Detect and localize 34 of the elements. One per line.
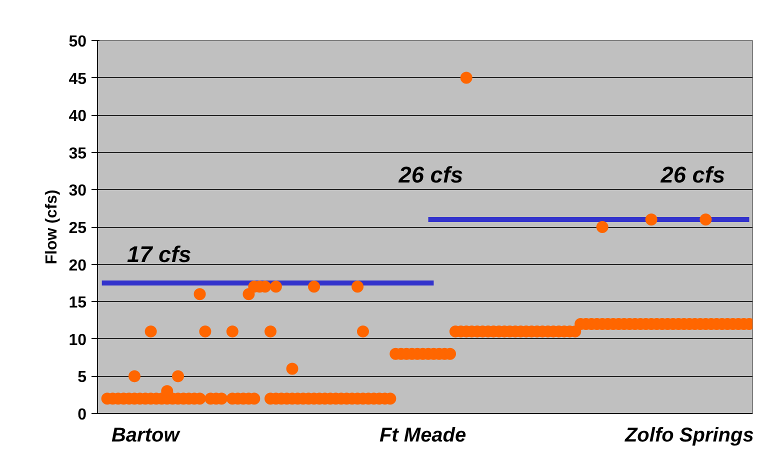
y-tick-label: 20 [68, 257, 87, 274]
point [264, 325, 276, 338]
point [199, 325, 212, 338]
y-tick-label: 15 [68, 294, 87, 312]
point [460, 72, 472, 84]
y-tick-label: 40 [68, 108, 87, 126]
point [352, 280, 364, 293]
annotation: 26 cfs [660, 162, 726, 188]
point [356, 325, 369, 338]
x-tick-label: Zolfo Springs [624, 424, 754, 446]
y-tick-label: 50 [68, 34, 87, 50]
point [700, 214, 712, 226]
y-tick-label: 10 [68, 332, 87, 349]
x-tick-label: Bartow [111, 424, 181, 446]
y-axis-title: Flow (cfs) [44, 190, 61, 264]
y-tick-label: 30 [68, 182, 87, 200]
point [270, 280, 282, 293]
x-tick-label: Ft Meade [379, 424, 466, 446]
y-tick-label: 5 [78, 369, 87, 386]
annotation: 17 cfs [126, 240, 192, 267]
point [645, 214, 658, 226]
point [172, 370, 184, 382]
y-tick-label: 45 [68, 70, 87, 88]
point [194, 288, 206, 300]
point [596, 221, 608, 233]
point [144, 325, 157, 338]
y-tick-label: 25 [68, 220, 87, 237]
y-tick-label: 35 [68, 145, 87, 162]
point [308, 280, 320, 293]
point [226, 325, 238, 338]
point [286, 362, 298, 375]
y-tick-label: 0 [78, 406, 87, 424]
point [128, 370, 140, 382]
annotation: 26 cfs [398, 162, 464, 188]
